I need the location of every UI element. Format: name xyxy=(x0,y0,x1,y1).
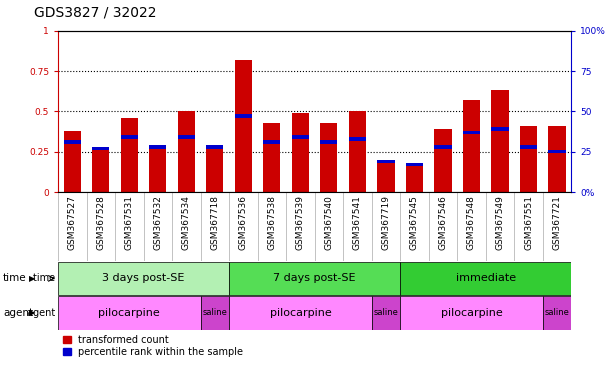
Bar xyxy=(549,150,566,154)
Text: GSM367540: GSM367540 xyxy=(324,195,334,250)
Text: GSM367719: GSM367719 xyxy=(381,195,390,250)
Text: 3 days post-SE: 3 days post-SE xyxy=(103,273,185,283)
Text: time: time xyxy=(3,273,27,283)
Text: GSM367528: GSM367528 xyxy=(97,195,105,250)
Text: pilocarpine: pilocarpine xyxy=(98,308,160,318)
Bar xyxy=(121,136,138,139)
Bar xyxy=(406,163,423,166)
Text: GSM367539: GSM367539 xyxy=(296,195,305,250)
FancyBboxPatch shape xyxy=(200,296,229,329)
Text: GSM367536: GSM367536 xyxy=(239,195,248,250)
Bar xyxy=(178,111,195,192)
Text: pilocarpine: pilocarpine xyxy=(441,308,502,318)
Bar xyxy=(149,145,166,149)
Text: GSM367549: GSM367549 xyxy=(496,195,505,250)
Bar xyxy=(92,147,109,150)
Bar xyxy=(320,122,337,192)
Bar xyxy=(235,114,252,118)
Legend: transformed count, percentile rank within the sample: transformed count, percentile rank withi… xyxy=(59,331,247,361)
FancyBboxPatch shape xyxy=(58,296,200,329)
Text: GSM367532: GSM367532 xyxy=(153,195,163,250)
Text: GSM367721: GSM367721 xyxy=(552,195,562,250)
Text: GSM367718: GSM367718 xyxy=(210,195,219,250)
Text: GSM367548: GSM367548 xyxy=(467,195,476,250)
Bar xyxy=(463,131,480,134)
Bar xyxy=(378,160,395,163)
Text: GSM367541: GSM367541 xyxy=(353,195,362,250)
Bar xyxy=(207,145,224,149)
Bar xyxy=(207,147,224,192)
Bar xyxy=(64,140,81,144)
Text: GSM367534: GSM367534 xyxy=(182,195,191,250)
Bar xyxy=(491,127,508,131)
Text: GSM367551: GSM367551 xyxy=(524,195,533,250)
Bar xyxy=(463,100,480,192)
Bar xyxy=(434,145,452,149)
Bar xyxy=(491,90,508,192)
Text: saline: saline xyxy=(202,308,227,318)
Text: time: time xyxy=(33,273,58,283)
Text: saline: saline xyxy=(373,308,398,318)
Bar xyxy=(64,131,81,192)
Bar xyxy=(263,122,280,192)
Bar xyxy=(520,126,537,192)
FancyBboxPatch shape xyxy=(543,296,571,329)
Bar xyxy=(520,145,537,149)
Text: agent: agent xyxy=(27,308,58,318)
Bar xyxy=(320,140,337,144)
Text: GDS3827 / 32022: GDS3827 / 32022 xyxy=(34,5,156,19)
Text: GSM367538: GSM367538 xyxy=(268,195,276,250)
Bar xyxy=(406,165,423,192)
Text: ▶: ▶ xyxy=(29,308,36,318)
Text: GSM367545: GSM367545 xyxy=(410,195,419,250)
Bar xyxy=(549,126,566,192)
Text: ▶: ▶ xyxy=(29,274,36,283)
FancyBboxPatch shape xyxy=(400,296,543,329)
FancyBboxPatch shape xyxy=(371,296,400,329)
Text: immediate: immediate xyxy=(456,273,516,283)
FancyBboxPatch shape xyxy=(400,262,571,295)
Text: pilocarpine: pilocarpine xyxy=(269,308,331,318)
Text: agent: agent xyxy=(3,308,33,318)
FancyBboxPatch shape xyxy=(229,262,400,295)
Text: saline: saline xyxy=(544,308,569,318)
Bar xyxy=(349,137,366,141)
Text: GSM367546: GSM367546 xyxy=(439,195,447,250)
FancyBboxPatch shape xyxy=(229,296,371,329)
Bar xyxy=(92,149,109,192)
FancyBboxPatch shape xyxy=(58,262,229,295)
Bar xyxy=(121,118,138,192)
Bar xyxy=(235,60,252,192)
Bar xyxy=(263,140,280,144)
Bar xyxy=(292,136,309,139)
Text: 7 days post-SE: 7 days post-SE xyxy=(273,273,356,283)
Bar xyxy=(149,147,166,192)
Bar xyxy=(292,113,309,192)
Text: GSM367527: GSM367527 xyxy=(68,195,77,250)
Text: GSM367531: GSM367531 xyxy=(125,195,134,250)
Bar xyxy=(378,161,395,192)
Bar xyxy=(178,136,195,139)
Bar xyxy=(349,111,366,192)
Bar xyxy=(434,129,452,192)
